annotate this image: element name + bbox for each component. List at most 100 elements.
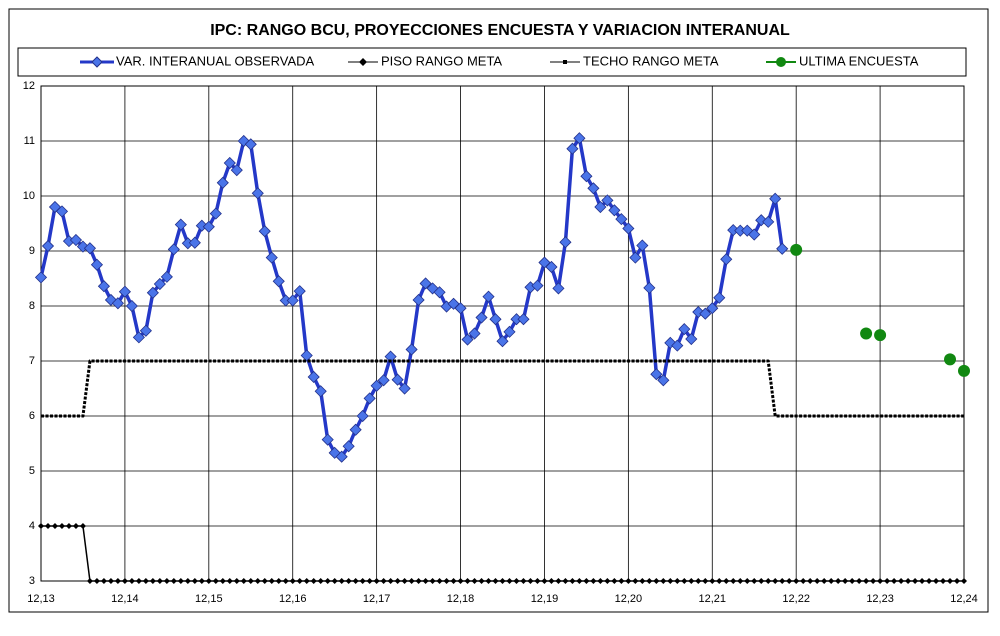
data-point bbox=[317, 578, 324, 584]
data-point bbox=[93, 578, 100, 584]
data-point bbox=[702, 578, 709, 584]
x-tick-label: 12,13 bbox=[27, 593, 55, 605]
data-point bbox=[562, 578, 569, 584]
data-point bbox=[177, 578, 184, 584]
data-point bbox=[849, 578, 856, 584]
data-point bbox=[135, 578, 142, 584]
data-point bbox=[83, 242, 97, 255]
data-point bbox=[779, 578, 786, 584]
data-point bbox=[709, 578, 716, 584]
data-point bbox=[933, 578, 940, 584]
data-point bbox=[352, 578, 359, 584]
data-point bbox=[513, 578, 520, 584]
data-point bbox=[251, 187, 264, 200]
data-point bbox=[580, 170, 593, 183]
data-point bbox=[345, 578, 352, 584]
data-point bbox=[433, 286, 446, 299]
data-point bbox=[370, 379, 383, 392]
data-point bbox=[527, 578, 534, 584]
data-point bbox=[107, 578, 114, 584]
legend-label: ULTIMA ENCUESTA bbox=[799, 53, 919, 68]
data-point bbox=[240, 578, 247, 584]
data-point bbox=[622, 222, 635, 235]
data-point bbox=[947, 578, 954, 584]
data-point bbox=[814, 578, 821, 584]
data-point bbox=[793, 578, 800, 584]
y-tick-label: 11 bbox=[24, 135, 35, 147]
data-point bbox=[545, 260, 558, 274]
y-tick-label: 7 bbox=[29, 355, 35, 367]
data-point bbox=[398, 382, 411, 395]
data-point bbox=[146, 286, 159, 299]
data-point bbox=[748, 228, 761, 241]
data-point bbox=[359, 578, 366, 584]
data-point bbox=[296, 578, 303, 584]
data-point bbox=[884, 578, 891, 584]
data-point bbox=[828, 578, 835, 584]
data-point bbox=[552, 282, 565, 295]
data-point bbox=[940, 578, 947, 584]
data-point bbox=[303, 578, 310, 584]
data-point bbox=[34, 271, 48, 284]
data-point bbox=[870, 578, 877, 584]
data-point bbox=[149, 578, 156, 584]
data-point bbox=[678, 323, 691, 336]
data-point bbox=[639, 578, 646, 584]
data-point bbox=[111, 297, 124, 310]
data-point bbox=[307, 370, 320, 384]
data-point bbox=[156, 578, 163, 584]
data-point bbox=[685, 332, 698, 346]
data-point bbox=[55, 205, 69, 218]
data-point bbox=[202, 220, 215, 233]
x-tick-label: 12,22 bbox=[782, 593, 810, 605]
data-point bbox=[807, 578, 814, 584]
data-point bbox=[555, 578, 562, 584]
data-point bbox=[139, 324, 152, 337]
y-tick-label: 8 bbox=[29, 300, 35, 312]
legend-marker bbox=[359, 58, 367, 66]
data-point bbox=[944, 353, 957, 366]
data-point bbox=[394, 578, 401, 584]
data-point bbox=[692, 305, 705, 319]
data-point bbox=[629, 251, 642, 264]
data-point bbox=[667, 578, 674, 584]
data-point bbox=[506, 578, 513, 584]
data-point bbox=[737, 578, 744, 584]
data-point bbox=[471, 578, 478, 584]
data-point bbox=[531, 279, 544, 292]
data-point bbox=[195, 219, 208, 232]
data-point bbox=[520, 578, 527, 584]
data-point bbox=[170, 578, 177, 584]
data-point bbox=[160, 270, 173, 283]
data-point bbox=[475, 311, 488, 324]
legend-marker bbox=[563, 60, 567, 64]
data-point bbox=[660, 578, 667, 584]
data-point bbox=[461, 333, 474, 346]
data-point bbox=[681, 578, 688, 584]
data-point bbox=[321, 433, 334, 446]
series-line bbox=[41, 359, 964, 418]
data-point bbox=[300, 349, 313, 362]
data-point bbox=[573, 132, 586, 145]
data-point bbox=[751, 578, 758, 584]
data-point bbox=[142, 578, 149, 584]
data-point bbox=[244, 138, 257, 151]
data-point bbox=[100, 578, 107, 584]
data-point bbox=[762, 215, 775, 228]
data-point bbox=[167, 243, 180, 256]
data-point bbox=[713, 291, 726, 304]
data-point bbox=[454, 302, 467, 315]
data-point bbox=[482, 290, 495, 303]
data-point bbox=[671, 339, 684, 352]
data-point bbox=[335, 450, 348, 463]
data-point bbox=[548, 578, 555, 584]
data-point bbox=[69, 233, 83, 247]
data-point bbox=[314, 385, 327, 398]
data-point bbox=[877, 578, 884, 584]
y-tick-label: 6 bbox=[29, 410, 35, 422]
data-point bbox=[625, 578, 632, 584]
data-point bbox=[233, 578, 240, 584]
data-point bbox=[919, 578, 926, 584]
data-point bbox=[272, 275, 285, 288]
